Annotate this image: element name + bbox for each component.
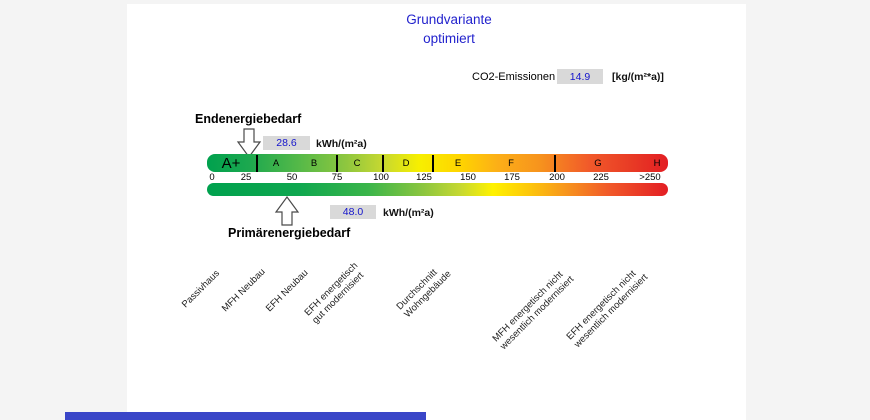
energy-class-label: A (272, 158, 280, 169)
page-title-line1: Grundvariante (406, 12, 492, 27)
energy-class-label: D (402, 158, 410, 169)
energy-class-label: E (454, 158, 462, 169)
energy-class-scale (207, 154, 668, 172)
scale-tick-label: 225 (593, 172, 609, 183)
content-panel (127, 4, 746, 420)
primary-energy-unit: kWh/(m²a) (383, 207, 434, 219)
energy-class-label: C (353, 158, 361, 169)
energy-class-label: B (310, 158, 318, 169)
end-energy-value-field[interactable]: 28.6 (263, 136, 310, 150)
page-title-line2: optimiert (423, 31, 475, 46)
energy-class-label: F (508, 158, 514, 169)
scale-tick-label: 50 (286, 172, 298, 183)
scale-tick (382, 155, 384, 172)
scale-tick (256, 155, 258, 172)
scale-tick-label: 150 (460, 172, 476, 183)
co2-value-field[interactable]: 14.9 (557, 69, 603, 84)
end-energy-unit: kWh/(m²a) (316, 138, 367, 150)
co2-unit: [kg/(m²*a)] (612, 71, 664, 83)
scale-tick-label: 200 (549, 172, 565, 183)
primary-energy-value-field[interactable]: 48.0 (330, 205, 376, 219)
scale-tick (336, 155, 338, 172)
arrow-down-icon (236, 128, 262, 158)
arrow-up-icon (274, 196, 300, 226)
scale-tick-label: 75 (331, 172, 343, 183)
co2-value: 14.9 (569, 70, 591, 83)
end-energy-value: 28.6 (276, 137, 297, 149)
energy-class-label: H (653, 158, 661, 169)
energy-class-label: G (594, 158, 602, 169)
scale-tick-label: 0 (209, 172, 215, 183)
scale-tick-label: 100 (373, 172, 389, 183)
scale-tick (432, 155, 434, 172)
bottom-blue-bar (65, 412, 426, 420)
end-energy-heading: Endenergiebedarf (195, 112, 302, 126)
scale-tick-label: 25 (240, 172, 252, 183)
scale-tick-label: 175 (504, 172, 520, 183)
primary-energy-heading: Primärenergiebedarf (228, 226, 351, 240)
co2-label: CO2-Emissionen (472, 71, 556, 83)
scale-tick (554, 155, 556, 172)
scale-tick-label: 125 (416, 172, 432, 183)
energy-class-label: A+ (221, 155, 241, 172)
scale-tick-label: >250 (639, 172, 661, 183)
primary-energy-value: 48.0 (342, 206, 364, 218)
primary-energy-scale (207, 183, 668, 196)
